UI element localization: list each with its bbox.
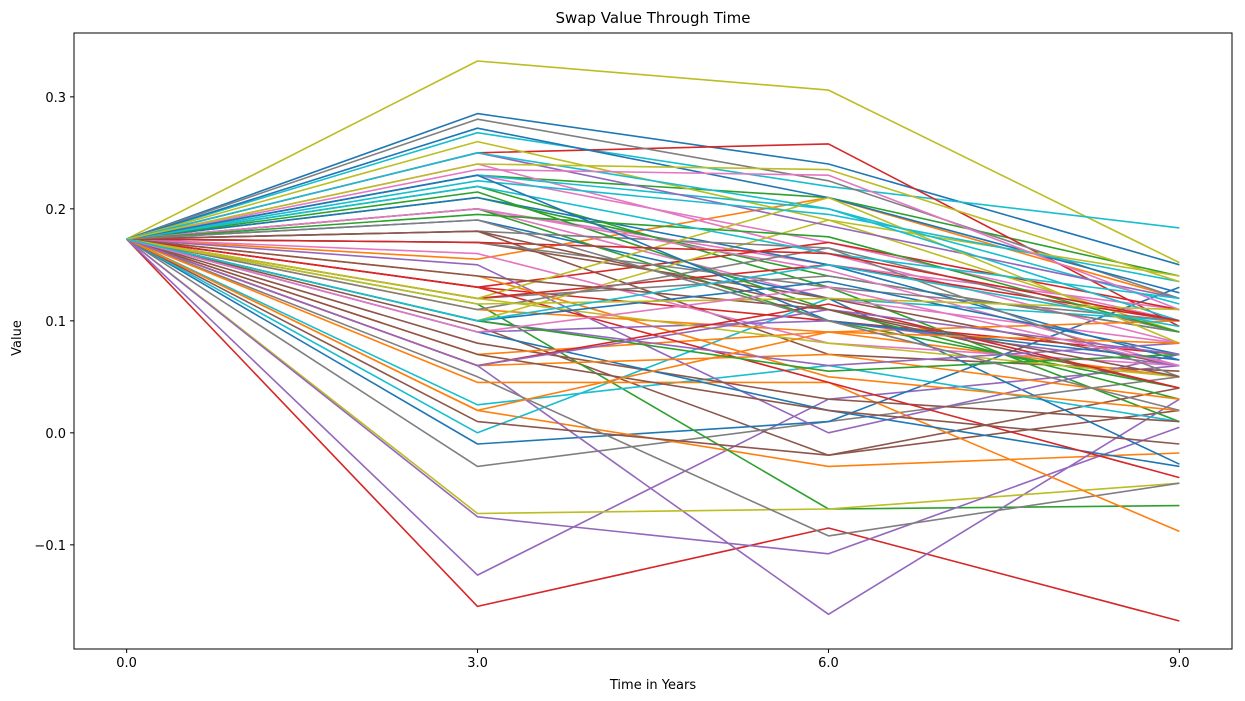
series-line-78 <box>126 219 1180 412</box>
x-axis-label: Time in Years <box>609 678 696 693</box>
x-axis-ticks: 0.0 3.0 6.0 9.0 <box>116 649 1190 671</box>
y-tick-label: 0.0 <box>45 427 66 442</box>
series-line-26 <box>126 238 1180 457</box>
series-line-5 <box>126 238 1180 576</box>
y-tick-label: 0.1 <box>45 315 66 330</box>
series-layer <box>126 60 1180 622</box>
series-line-1 <box>126 112 1180 266</box>
x-tick-label: 6.0 <box>818 656 839 671</box>
y-axis-label: Value <box>10 320 25 356</box>
chart-title: Swap Value Through Time <box>556 9 751 27</box>
series-line-66 <box>126 238 1180 445</box>
y-tick-label: 0.2 <box>45 203 66 218</box>
plot-area-frame <box>73 32 1233 650</box>
series-line-79 <box>126 163 1180 283</box>
series-line-25 <box>126 238 1180 555</box>
series-line-21 <box>126 127 1180 294</box>
series-line-77 <box>126 238 1180 367</box>
series-line-59 <box>126 238 1180 378</box>
series-line-19 <box>126 238 1180 515</box>
x-tick-label: 0.0 <box>116 656 137 671</box>
series-line-68 <box>126 238 1180 378</box>
series-line-50 <box>126 180 1180 283</box>
series-line-74 <box>126 238 1180 322</box>
series-line-10 <box>126 131 1180 240</box>
y-tick-label: 0.3 <box>45 91 66 106</box>
series-line-18 <box>126 118 1180 300</box>
series-line-4 <box>126 238 1180 622</box>
series-line-69 <box>126 238 1180 311</box>
x-tick-label: 3.0 <box>467 656 488 671</box>
y-tick-label: −0.1 <box>34 539 66 554</box>
series-line-9 <box>126 60 1180 264</box>
series-line-80 <box>126 238 1180 328</box>
series-line-67 <box>126 168 1180 311</box>
series-line-8 <box>126 238 1180 468</box>
series-line-60 <box>126 152 1180 322</box>
x-tick-label: 9.0 <box>1169 656 1190 671</box>
series-line-75 <box>126 238 1180 367</box>
series-line-6 <box>126 238 1180 457</box>
series-line-70 <box>126 185 1180 300</box>
series-line-28 <box>126 238 1180 537</box>
y-axis-ticks: −0.1 0.0 0.1 0.2 0.3 <box>34 91 74 554</box>
series-line-72 <box>126 238 1180 412</box>
series-line-20 <box>126 238 1180 434</box>
series-line-63 <box>126 213 1180 333</box>
